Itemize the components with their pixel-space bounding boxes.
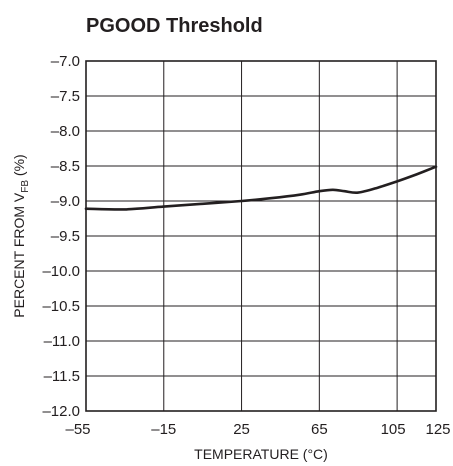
y-tick-label: –8.0 xyxy=(51,123,80,140)
y-tick-label: –11.5 xyxy=(44,368,80,385)
y-tick-label: –10.0 xyxy=(42,263,80,280)
y-tick-label: –8.5 xyxy=(51,158,80,175)
y-tick-label: –9.0 xyxy=(51,193,80,210)
x-tick-label: 105 xyxy=(381,421,406,438)
chart-title: PGOOD Threshold xyxy=(86,15,263,37)
y-tick-labels: –7.0 –7.5 –8.0 –8.5 –9.0 –9.5 –10.0 –10.5 –11.0 –… xyxy=(42,53,80,420)
x-axis-label: TEMPERATURE (°C) xyxy=(194,446,328,462)
x-tick-label: 25 xyxy=(233,421,250,438)
y-axis-label-prefix: PERCENT FROM V xyxy=(11,192,27,318)
y-tick-label: –11.0 xyxy=(44,333,80,350)
y-axis-label-subscript: FB xyxy=(20,180,31,193)
plot-frame xyxy=(85,60,437,412)
y-axis-label-suffix: (%) xyxy=(11,154,27,180)
y-tick-label: –7.0 xyxy=(51,53,80,70)
y-tick-label: –7.5 xyxy=(51,88,80,105)
x-tick-label: 125 xyxy=(425,421,450,438)
series-line xyxy=(84,165,438,211)
gridlines xyxy=(85,60,437,412)
y-tick-label: –9.5 xyxy=(51,228,80,245)
x-tick-label: –55 xyxy=(65,421,90,438)
x-tick-label: 65 xyxy=(311,421,328,438)
y-tick-label: –10.5 xyxy=(42,298,80,315)
x-tick-label: –15 xyxy=(151,421,176,438)
y-axis-label: PERCENT FROM VFB (%) xyxy=(11,154,31,317)
y-tick-label: –12.0 xyxy=(42,403,80,420)
series-group xyxy=(84,165,438,211)
x-tick-labels: –55 –15 25 65 105 125 xyxy=(65,421,450,438)
